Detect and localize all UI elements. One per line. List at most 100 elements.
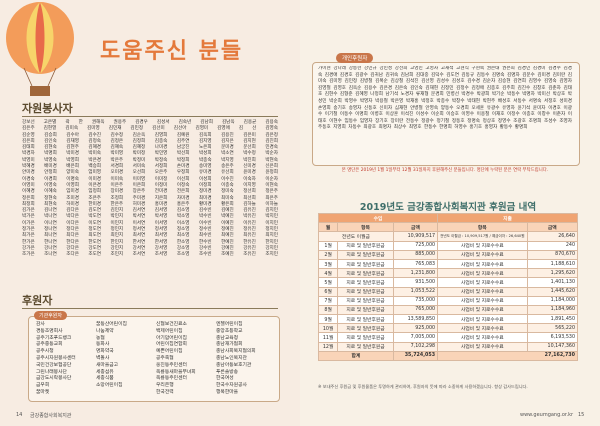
table-cell: 565,220 xyxy=(526,323,579,334)
volunteer-row: 이혜경 이혜숙 임미경 임정희 장미경 장은주 전미경 전은희 정미경 정미숙 … xyxy=(22,189,278,195)
org-name: 옥룡동주민센터 xyxy=(156,376,187,382)
volunteer-row: 김순영 김승희 김수아 김수진 김수정 김순옥 김영희 김예원 김옥희 김용진 … xyxy=(22,132,278,138)
org-name: 새마을금고 xyxy=(96,362,119,368)
table-row: 9월 지로 및 일반후원금 13,589,850 사업비 및 지로수수료 1,891,4… xyxy=(317,314,579,325)
table-cell: 13,589,850 xyxy=(392,314,439,325)
org-name: 공주시자원봉사센터 xyxy=(36,355,76,361)
volunteer-row: 김가은 김나연 김다은 김도연 김민지 김서연 김서영 김소영 김수빈 김예진 … xyxy=(22,208,278,214)
table-cell: 1,891,450 xyxy=(526,314,579,325)
page-title: 도움주신 분들 xyxy=(100,39,244,64)
org-name: 감사 xyxy=(36,322,45,327)
volunteer-row: 이영미 이영숙 이영희 이은경 이은주 이은희 이정미 이정숙 이정희 이종숙 … xyxy=(22,182,278,188)
table-cell: 지로 및 일반후원금 xyxy=(337,332,394,343)
volunteer-list: 강보선 고은별 곽 한 권해옥 권용주 김경우 김성서 김숙년 김남희 김남옥 … xyxy=(22,120,278,259)
table-cell: 1,184,000 xyxy=(526,295,579,306)
volunteer-row: 최가은 최나연 최다은 최도연 최민지 최서연 최서영 최소영 최수빈 최예진 … xyxy=(22,233,278,239)
individual-note: 본 명단은 2019년 1월 1일부터 12월 31일까지 후원해주신 분들입니… xyxy=(341,168,549,173)
org-name: 신협보건진료소 xyxy=(156,322,187,327)
table-cell: 1,053,522 xyxy=(392,286,439,297)
org-name: 중앙초등학교 xyxy=(216,328,243,334)
org-name: 공주중동교회 xyxy=(36,342,63,348)
table-cell: 1,295,620 xyxy=(526,268,579,279)
column-header: 금액 xyxy=(526,222,579,233)
table-cell: 사업비 및 지로수수료 xyxy=(437,240,528,251)
table-cell: 931,500 xyxy=(392,277,439,288)
table-cell: 3월 xyxy=(317,258,339,270)
table-cell: 10,147,360 xyxy=(526,341,579,352)
total-row: 합계 35,724,053 27,162,730 xyxy=(318,350,578,362)
table-wrap: 수입 지출 월 항목 금액 항목 금액 전년도 이월금 10,909,517 전년도 이… xyxy=(317,212,579,362)
org-name: 꿈동산어린이집 xyxy=(96,322,127,327)
volunteer-row: 안미경 안정희 양미숙 엄미영 오미경 오선희 오은주 우정희 유미경 유선희 … xyxy=(22,170,278,176)
rule xyxy=(22,116,278,117)
table-cell: 사업비 및 지로수수료 xyxy=(437,332,528,343)
volunteer-row: 김은희 김인숙 김재영 김정숙 김정은 김정희 김종숙 김주연 김지영 김지은 … xyxy=(22,138,278,144)
volunteer-row: 김태희 김현숙 김현주 김혜경 김혜숙 김혜정 나미경 남궁진 노은희 문미경 … xyxy=(22,145,278,151)
org-name: 나눔제약 xyxy=(96,328,114,334)
org-label: 기관후원자 xyxy=(34,311,68,320)
volunteer-row: 김은주 김현열 김미숙 김미영 김민재 김민정 김선미 김선아 김영미 김영애 … xyxy=(22,126,278,132)
org-name: 농협 xyxy=(96,335,105,341)
table-cell: 12월 xyxy=(317,341,339,352)
volunteer-row: 박경자 박명희 박미경 박미숙 박미영 박미정 박민영 박선희 박성희 박소연 … xyxy=(22,151,278,157)
org-name: 한국전력 xyxy=(156,389,174,395)
total-expense: 27,162,730 xyxy=(437,350,578,362)
org-name: 어린이집연합회 xyxy=(156,342,187,348)
org-name: 충남사회복지협의회 xyxy=(216,349,256,355)
volunteer-row: 이경숙 이경희 이명숙 이미경 이미숙 이미영 이미정 이선희 이성희 이수진 … xyxy=(22,176,278,182)
table-cell: 사업비 및 지로수수료 xyxy=(437,277,528,288)
table-row: 3월 지로 및 일반후원금 765,083 사업비 및 지로수수료 1,188,610 xyxy=(317,258,579,270)
org-name: 금강도시락봉사단 xyxy=(36,376,72,382)
total-label: 합계 xyxy=(318,350,394,362)
org-column: 엔젤어린이집 중앙초등학교 충남교육청 충남재가협회 충남사회복지협의회 충남노인복지관 충… xyxy=(216,322,276,397)
table-cell: 사업비 및 지로수수료 xyxy=(437,249,528,260)
org-name: 엔젤어린이집 xyxy=(216,322,243,327)
individual-box xyxy=(312,62,580,166)
org-name: 충남재가협회 xyxy=(216,342,243,348)
table-cell: 735,000 xyxy=(392,295,439,306)
table-row: 11월 지로 및 일반후원금 7,005,000 사업비 및 지로수수료 6,193,5… xyxy=(317,332,579,343)
table-cell: 사업비 및 지로수수료 xyxy=(437,341,528,352)
table-cell: 1,188,610 xyxy=(526,258,579,270)
volunteer-row: 한가은 한나연 한다은 한도연 한민지 한서연 한서영 한소영 한수빈 한예진 … xyxy=(22,239,278,245)
org-name: 세종식품 xyxy=(96,376,114,382)
table-cell: 1,445,620 xyxy=(526,286,579,297)
table-cell: 지로 및 일반후원금 xyxy=(337,304,394,316)
org-name: 한국여성 xyxy=(216,376,234,382)
section-heading: 후원자 xyxy=(22,294,53,307)
org-name: 아기맘어린이집 xyxy=(156,335,187,341)
org-name: 예쁜어린이집 xyxy=(156,349,183,355)
volunteer-row: 조가은 조나연 조다은 조도연 조민지 조서연 조서영 조소영 조수빈 조예진 … xyxy=(22,252,278,258)
table-cell: 지로 및 일반후원금 xyxy=(337,286,394,297)
volunteer-row: 강보선 고은별 곽 한 권해옥 권용주 김경우 김성서 김숙년 김남희 김남옥 … xyxy=(22,120,278,125)
org-name: 벽돌사 xyxy=(96,355,110,361)
org-name: 세종섬유 xyxy=(96,369,114,375)
org-name: 꿈마켓 xyxy=(36,389,50,395)
income-header: 수입 xyxy=(317,212,439,224)
url: www.geumgang.or.kr xyxy=(520,412,574,418)
table-cell: 지로 및 일반후원금 xyxy=(337,268,394,279)
table-cell: 지로 및 일반후원금 xyxy=(337,295,394,306)
org-column: 꿈동산어린이집 나눔제약 농협 동화사 명화약국 벽돌사 새마을금고 세종섬유 세종식품 소망어린… xyxy=(96,322,156,397)
org-name: 푸른솔방송 xyxy=(216,369,239,375)
page-number: 15 xyxy=(578,412,585,418)
org-name: 금우회 xyxy=(36,383,50,389)
table-cell: 지로 및 일반후원금 xyxy=(337,277,394,288)
volunteer-row: 정가은 정나연 정다은 정도연 정민지 정서연 정서영 정소영 정수빈 정예진 … xyxy=(22,227,278,233)
table-cell: 10월 xyxy=(317,323,339,334)
table-row: 8월 지로 및 일반후원금 765,000 사업비 및 지로수수료 1,184,960 xyxy=(317,304,579,316)
table-row: 12월 지로 및 일반후원금 7,102,298 사업비 및 지로수수료 10,147,… xyxy=(317,341,579,352)
table-cell: 지로 및 일반후원금 xyxy=(337,323,394,334)
org-name: 한국수자원공사 xyxy=(216,383,247,389)
org-name: 백제어린이집 xyxy=(156,328,183,334)
table-cell: 870,670 xyxy=(526,249,579,260)
volunteer-row: 정은희 정현숙 조미경 조은주 조정희 주미경 지은희 차미경 최미경 최미숙 … xyxy=(22,195,278,201)
column-header: 항목 xyxy=(337,222,394,233)
table-cell: 6월 xyxy=(317,286,339,297)
org-columns: 감사 경동조명회사 공주기초푸드뱅크 공주중동교회 공주시청 공주시자원봉사센터 국민건강보… xyxy=(36,322,276,397)
page-number: 14 xyxy=(16,412,23,418)
table-row: 5월 지로 및 일반후원금 931,500 사업비 및 지로수수료 1,401,130 xyxy=(317,277,579,288)
org-box xyxy=(28,316,280,402)
table-cell: 지로 및 일반후원금 xyxy=(337,258,394,270)
